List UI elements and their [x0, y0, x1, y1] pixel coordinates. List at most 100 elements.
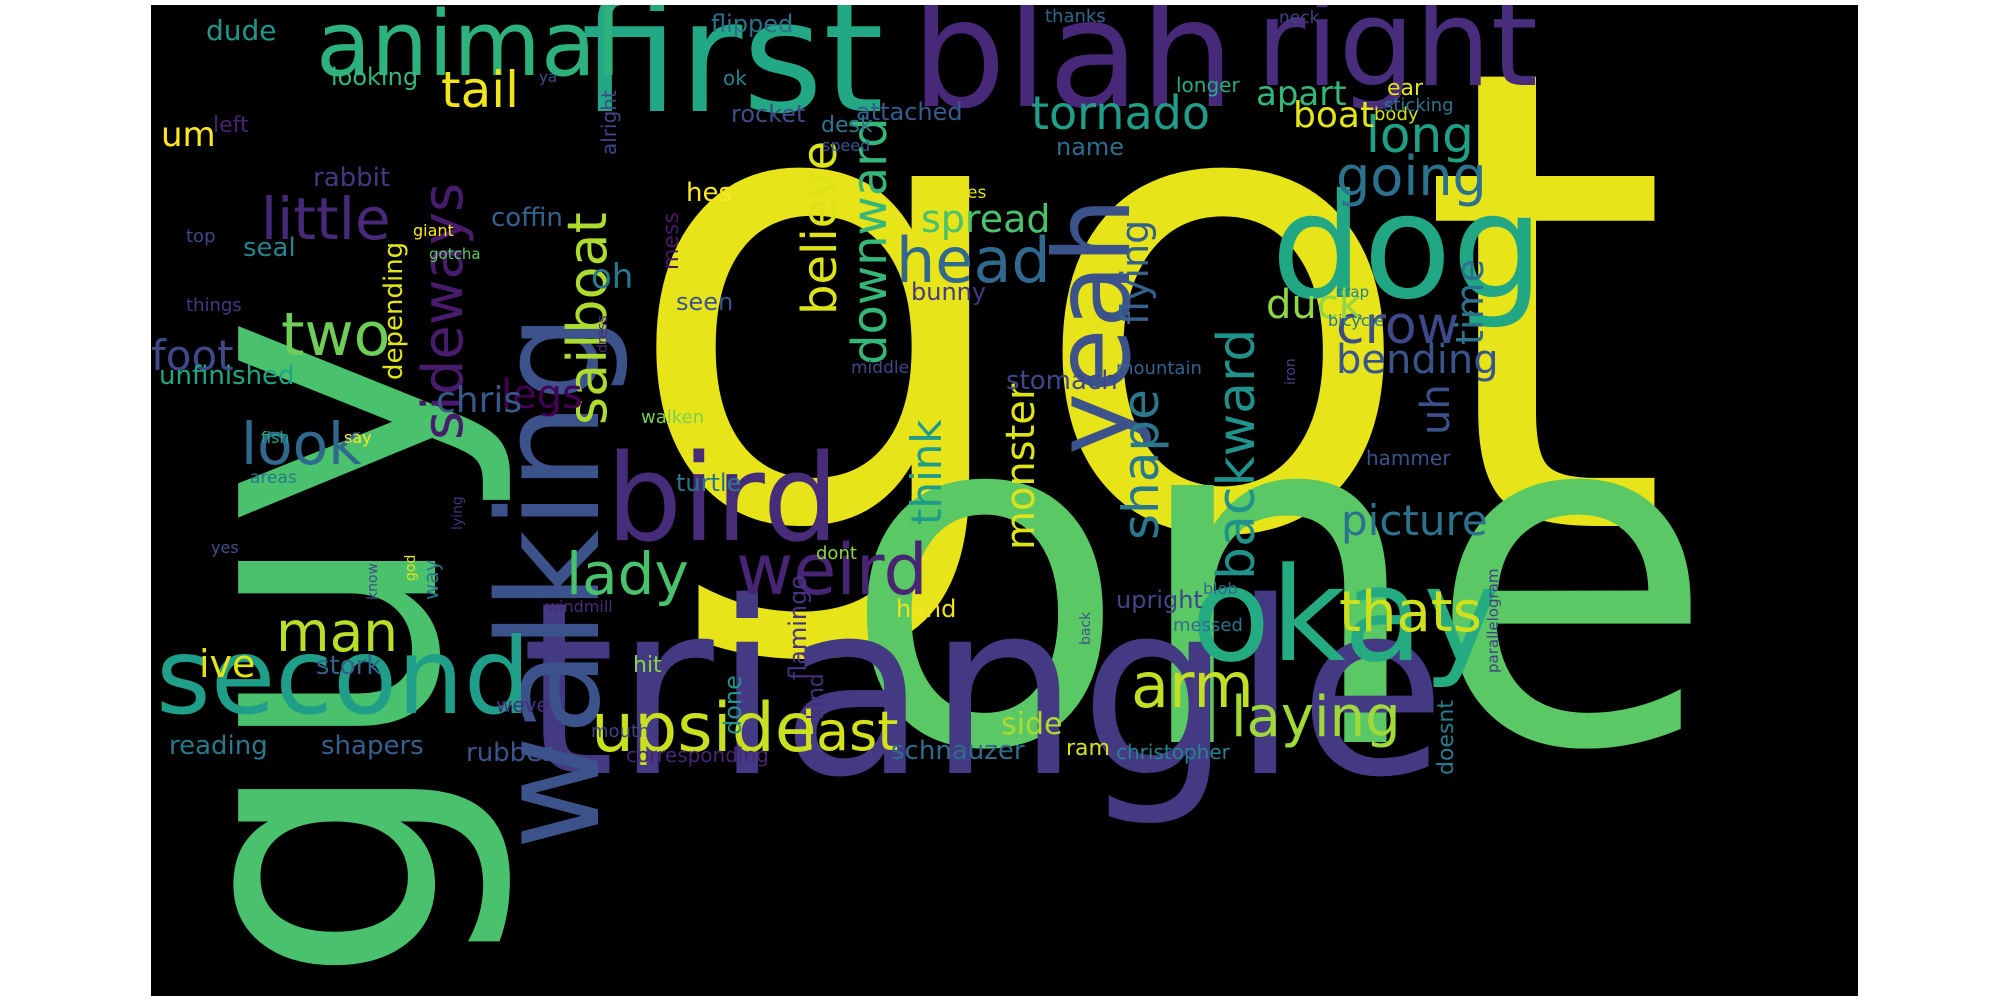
- word-shapers: shapers: [321, 731, 424, 761]
- word-bird: bird: [606, 430, 839, 569]
- word-dog: dog: [1271, 163, 1544, 332]
- word-think: think: [902, 419, 951, 525]
- word-spread: spread: [921, 197, 1051, 241]
- word-ive: ive: [199, 642, 256, 686]
- word-foot: foot: [151, 331, 234, 380]
- word-boat: boat: [1293, 95, 1375, 136]
- word-last: last: [801, 700, 899, 763]
- word-left: left: [213, 113, 249, 138]
- word-chris: chris: [436, 380, 523, 421]
- word-weird: weird: [736, 529, 928, 611]
- word-schnauzer: schnauzer: [891, 736, 1025, 766]
- word-walken: walken: [641, 407, 705, 428]
- word-first: first: [581, 5, 884, 148]
- word-unfinished: unfinished: [159, 361, 295, 391]
- word-backward: backward: [1207, 328, 1267, 580]
- word-arm: arm: [1131, 649, 1254, 722]
- word-rabbit: rabbit: [313, 163, 391, 193]
- word-corresponding: corresponding: [626, 743, 769, 767]
- word-triangle: triangle: [521, 550, 1447, 830]
- word-okay: okay: [1191, 539, 1501, 691]
- word-alright: alright: [597, 90, 621, 155]
- word-body: body: [1374, 104, 1419, 125]
- word-hammer: hammer: [1366, 446, 1451, 470]
- word-parallelogram: parallelogram: [1484, 568, 1502, 673]
- word-bunny: bunny: [911, 278, 987, 306]
- word-long: long: [1366, 106, 1474, 164]
- word-tail: tail: [441, 61, 520, 119]
- word-crow: crow: [1336, 296, 1460, 356]
- word-flamingo: flamingo: [784, 575, 812, 680]
- word-things: things: [186, 295, 242, 316]
- word-neck: neck: [1279, 8, 1320, 28]
- word-done: done: [719, 675, 747, 735]
- word-blah: blah: [911, 5, 1235, 142]
- word-dont: dont: [816, 543, 857, 564]
- word-got: got: [621, 5, 1670, 677]
- word-dude: dude: [206, 14, 277, 47]
- word-areas: areas: [250, 468, 297, 488]
- word-ram: ram: [1066, 736, 1110, 761]
- word-back: back: [1078, 611, 1094, 645]
- word-looking: looking: [331, 63, 419, 91]
- word-little: little: [261, 185, 391, 253]
- word-crap: crap: [1336, 283, 1370, 301]
- word-name: name: [1056, 133, 1125, 161]
- word-lady: lady: [566, 540, 689, 608]
- word-mountain: mountain: [1116, 358, 1202, 379]
- word-thats: thats: [1339, 580, 1482, 645]
- word-messed: messed: [1173, 615, 1243, 636]
- word-giant: giant: [413, 221, 454, 240]
- word-christopher: christopher: [1116, 740, 1230, 764]
- word-thanks: thanks: [1045, 6, 1106, 27]
- word-say: say: [344, 428, 372, 447]
- word-upside: upside: [591, 689, 817, 768]
- word-cloud-canvas: got one guy triangle first blah walking right do…: [151, 5, 1858, 996]
- word-way: way: [419, 559, 443, 600]
- word-weve: weve: [496, 693, 549, 717]
- word-ok: ok: [723, 66, 747, 90]
- word-going: going: [1336, 145, 1487, 208]
- word-ear: ear: [1387, 76, 1424, 101]
- word-hand: hand: [896, 595, 957, 623]
- word-rubber: rubber: [466, 738, 553, 768]
- word-sales: sales: [943, 183, 987, 203]
- word-reading: reading: [169, 731, 268, 761]
- word-look: look: [241, 410, 362, 478]
- word-side: side: [1001, 707, 1063, 742]
- word-doesnt: doesnt: [1434, 700, 1459, 775]
- word-upright: upright: [1116, 586, 1203, 614]
- word-stomach: stomach: [1006, 366, 1118, 396]
- word-blob: blob: [1203, 579, 1238, 598]
- word-apart: apart: [1256, 74, 1347, 114]
- word-know: know: [365, 563, 381, 600]
- word-believe: believe: [792, 140, 848, 315]
- word-um: um: [161, 115, 216, 155]
- word-yes: yes: [211, 538, 239, 557]
- word-bicycle: bicycle: [1328, 311, 1384, 330]
- word-duck: duck: [1266, 282, 1362, 328]
- word-windmill: windmill: [546, 597, 613, 616]
- word-hes: hes: [686, 178, 733, 208]
- word-picture: picture: [1341, 496, 1488, 545]
- word-mouth: mouth: [591, 721, 650, 742]
- word-uh: uh: [1413, 384, 1459, 435]
- word-bending: bending: [1336, 337, 1499, 383]
- word-god: god: [403, 554, 419, 581]
- word-second: second: [156, 616, 531, 738]
- word-longer: longer: [1176, 73, 1240, 97]
- word-iron: iron: [1283, 358, 1299, 385]
- word-seal: seal: [243, 233, 296, 263]
- word-gotcha: gotcha: [429, 245, 481, 263]
- word-attached: attached: [856, 98, 963, 126]
- word-stork: stork: [316, 651, 382, 681]
- word-desk: desk: [821, 113, 873, 138]
- word-mess: mess: [659, 212, 684, 270]
- word-ya: ya: [539, 68, 558, 86]
- word-flipped: flipped: [711, 10, 794, 38]
- word-one: one: [841, 306, 1716, 853]
- word-coffin: coffin: [491, 203, 563, 233]
- word-kind: kind: [804, 673, 829, 720]
- word-tornado: tornado: [1031, 86, 1210, 140]
- word-rocket: rocket: [731, 100, 806, 128]
